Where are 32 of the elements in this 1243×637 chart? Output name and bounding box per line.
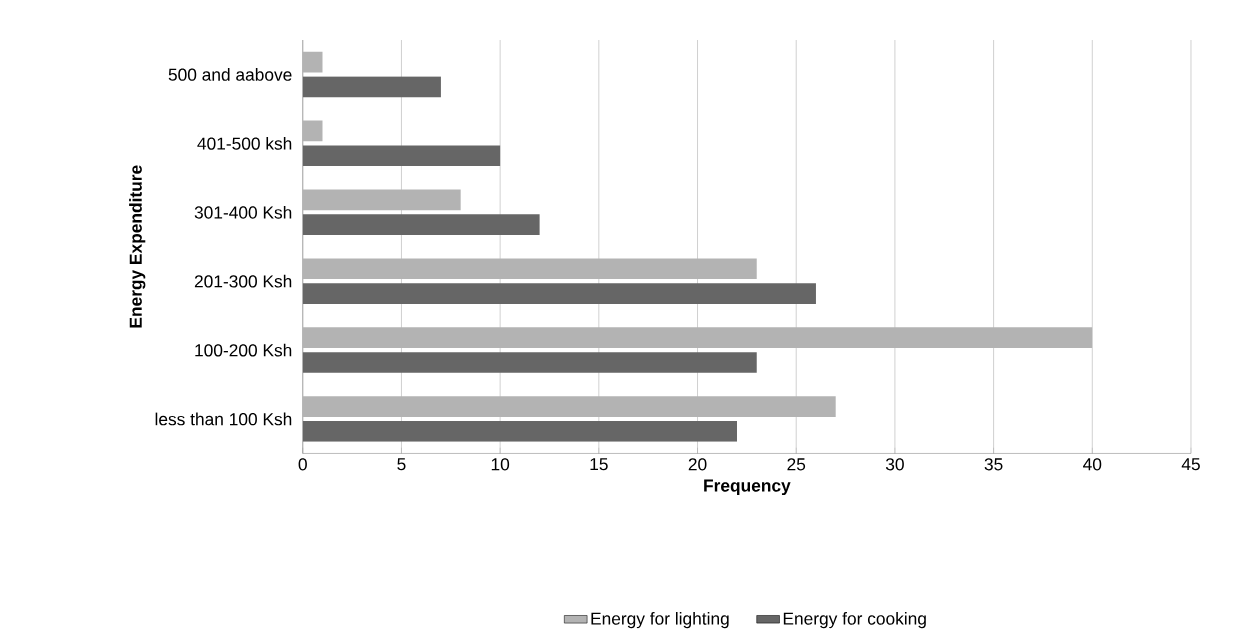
y-tick-label: 301-400 Ksh xyxy=(194,205,292,219)
bar xyxy=(302,258,757,279)
bar xyxy=(302,51,323,73)
x-tick-label: 10 xyxy=(491,457,510,471)
bar xyxy=(302,189,461,210)
y-tick-label: 201-300 Ksh xyxy=(194,274,292,288)
x-tick-label: 45 xyxy=(1181,457,1200,471)
x-tick-label: 25 xyxy=(787,457,806,471)
bar xyxy=(302,420,737,442)
bar xyxy=(302,76,441,97)
legend-label: Energy for cooking xyxy=(783,611,926,628)
bar xyxy=(302,396,836,417)
legend-label: Energy for lighting xyxy=(591,611,729,628)
y-axis-title: Energy Expenditure xyxy=(129,165,146,328)
bar xyxy=(302,120,323,142)
x-tick-label: 40 xyxy=(1083,457,1102,471)
y-tick-label: 500 and aabove xyxy=(168,67,292,81)
x-tick-label: 20 xyxy=(688,457,707,471)
x-axis-title: Frequency xyxy=(704,479,791,495)
bar xyxy=(302,283,816,304)
x-tick-label: 15 xyxy=(590,457,608,471)
x-tick-label: 5 xyxy=(397,457,406,471)
bar xyxy=(302,327,1093,348)
x-tick-label: 35 xyxy=(984,457,1003,471)
y-tick-label: 100-200 Ksh xyxy=(195,343,292,357)
bar xyxy=(302,145,501,166)
y-tick-label: less than 100 Ksh xyxy=(155,412,292,426)
bar xyxy=(302,214,540,235)
x-tick-label: 0 xyxy=(298,457,307,471)
bar xyxy=(302,351,757,373)
x-tick-label: 30 xyxy=(885,457,904,471)
y-tick-label: 401-500 ksh xyxy=(197,136,292,150)
